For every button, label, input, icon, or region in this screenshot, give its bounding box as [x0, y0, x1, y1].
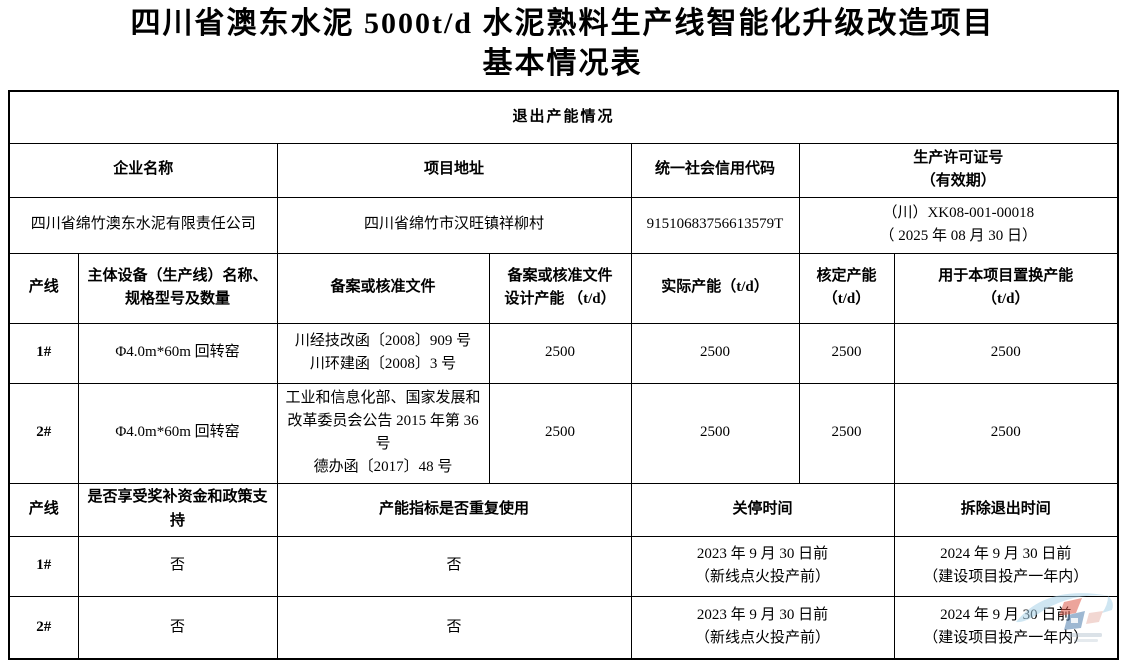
- credit-code-value: 91510683756613579T: [630, 196, 800, 254]
- credit-code-header: 统一社会信用代码: [630, 142, 800, 198]
- exit-row-2-demolition: 2024 年 9 月 30 日前 （建设项目投产一年内）: [893, 595, 1119, 660]
- capacity-header-actual: 实际产能（t/d）: [630, 252, 800, 324]
- page-title: 四川省澳东水泥 5000t/d 水泥熟料生产线智能化升级改造项目 基本情况表: [0, 0, 1125, 83]
- project-address-value: 四川省绵竹市汉旺镇祥柳村: [276, 196, 632, 254]
- capacity-row-1: 1# Φ4.0m*60m 回转窑 川经技改函〔2008〕909 号 川环建函〔2…: [8, 322, 1119, 384]
- exit-header-subsidy: 是否享受奖补资金和政策支持: [77, 482, 278, 537]
- exit-capacity-table: 退出产能情况 企业名称 项目地址 统一社会信用代码 生产许可证号 （有效期） 四…: [8, 90, 1120, 660]
- page-title-line2: 基本情况表: [482, 46, 643, 80]
- exit-header-line: 产线: [8, 482, 79, 537]
- capacity-row-1-replacement: 2500: [893, 322, 1119, 384]
- capacity-header-approved: 核定产能 （t/d）: [798, 252, 895, 324]
- exit-row-1-shutdown: 2023 年 9 月 30 日前 （新线点火投产前）: [630, 535, 895, 597]
- capacity-row-2-line: 2#: [8, 382, 79, 484]
- capacity-row-1-line: 1#: [8, 322, 79, 384]
- capacity-row-1-actual: 2500: [630, 322, 800, 384]
- capacity-header-documents: 备案或核准文件: [276, 252, 490, 324]
- exit-row-1-subsidy: 否: [77, 535, 278, 597]
- capacity-row-1-documents: 川经技改函〔2008〕909 号 川环建函〔2008〕3 号: [276, 322, 490, 384]
- capacity-row-2-design: 2500: [488, 382, 632, 484]
- section-title: 退出产能情况: [8, 90, 1119, 144]
- capacity-row-2-equipment: Φ4.0m*60m 回转窑: [77, 382, 278, 484]
- exit-header-demolition: 拆除退出时间: [893, 482, 1119, 537]
- exit-header-shutdown: 关停时间: [630, 482, 895, 537]
- capacity-row-1-approved: 2500: [798, 322, 895, 384]
- exit-row-1: 1# 否 否 2023 年 9 月 30 日前 （新线点火投产前） 2024 年…: [8, 535, 1119, 597]
- capacity-row-1-equipment: Φ4.0m*60m 回转窑: [77, 322, 278, 384]
- license-value: （川）XK08-001-00018 （ 2025 年 08 月 30 日）: [798, 196, 1119, 254]
- project-address-header: 项目地址: [276, 142, 632, 198]
- capacity-header-design: 备案或核准文件 设计产能 （t/d）: [488, 252, 632, 324]
- capacity-row-2-replacement: 2500: [893, 382, 1119, 484]
- capacity-header-line: 产线: [8, 252, 79, 324]
- capacity-header-replacement: 用于本项目置换产能 （t/d）: [893, 252, 1119, 324]
- capacity-row-2-approved: 2500: [798, 382, 895, 484]
- capacity-header-equipment: 主体设备（生产线）名称、规格型号及数量: [77, 252, 278, 324]
- license-header: 生产许可证号 （有效期）: [798, 142, 1119, 198]
- exit-row-2-reused: 否: [276, 595, 632, 660]
- capacity-row-1-design: 2500: [488, 322, 632, 384]
- exit-row-1-reused: 否: [276, 535, 632, 597]
- capacity-row-2: 2# Φ4.0m*60m 回转窑 工业和信息化部、国家发展和改革委员会公告 20…: [8, 382, 1119, 484]
- exit-row-2: 2# 否 否 2023 年 9 月 30 日前 （新线点火投产前） 2024 年…: [8, 595, 1119, 660]
- exit-row-2-subsidy: 否: [77, 595, 278, 660]
- capacity-row-2-documents: 工业和信息化部、国家发展和改革委员会公告 2015 年第 36 号 德办函〔20…: [276, 382, 490, 484]
- company-name-header: 企业名称: [8, 142, 278, 198]
- capacity-row-2-actual: 2500: [630, 382, 800, 484]
- exit-row-2-shutdown: 2023 年 9 月 30 日前 （新线点火投产前）: [630, 595, 895, 660]
- company-name-value: 四川省绵竹澳东水泥有限责任公司: [8, 196, 278, 254]
- exit-header-reused: 产能指标是否重复使用: [276, 482, 632, 537]
- exit-row-2-line: 2#: [8, 595, 79, 660]
- exit-row-1-line: 1#: [8, 535, 79, 597]
- exit-row-1-demolition: 2024 年 9 月 30 日前 （建设项目投产一年内）: [893, 535, 1119, 597]
- page-title-line1: 四川省澳东水泥 5000t/d 水泥熟料生产线智能化升级改造项目: [130, 7, 995, 40]
